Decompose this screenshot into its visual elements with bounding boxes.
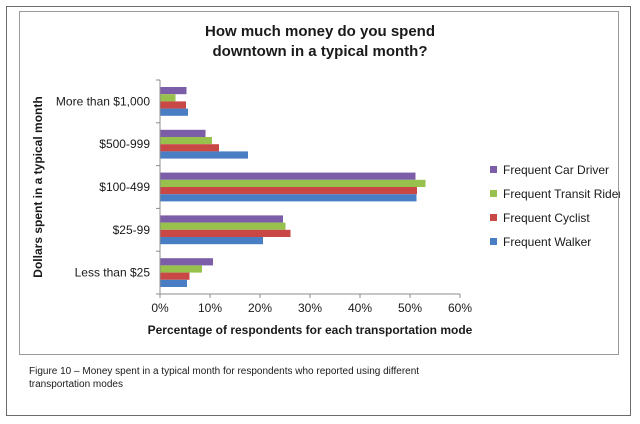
legend-swatch xyxy=(490,190,497,197)
legend-swatch xyxy=(490,214,497,221)
bar xyxy=(160,144,219,152)
category-label: More than $1,000 xyxy=(56,94,150,108)
y-axis-title: Dollars spent in a typical month xyxy=(31,96,45,277)
bar xyxy=(160,179,426,187)
category-label: $100-499 xyxy=(99,180,150,194)
chart-title-line: How much money do you spend xyxy=(205,23,435,40)
x-axis-title: Percentage of respondents for each trans… xyxy=(148,323,473,337)
bar xyxy=(160,94,176,102)
bar xyxy=(160,258,213,266)
bar xyxy=(160,265,202,273)
x-tick-label: 20% xyxy=(248,301,272,315)
category-label: $25-99 xyxy=(113,223,151,237)
legend-swatch xyxy=(490,238,497,245)
bar xyxy=(160,187,417,195)
bar xyxy=(160,272,190,280)
figure-frame: How much money do you spend downtown in a… xyxy=(6,6,631,416)
legend-label: Frequent Car Driver xyxy=(503,163,609,177)
x-tick-label: 40% xyxy=(348,301,372,315)
x-tick-label: 30% xyxy=(298,301,322,315)
x-tick-label: 50% xyxy=(398,301,422,315)
x-tick-label: 0% xyxy=(151,301,169,315)
bar xyxy=(160,279,187,287)
bar xyxy=(160,237,263,245)
category-label: Less than $25 xyxy=(75,266,151,280)
bar xyxy=(160,194,417,202)
chart-area: How much money do you spend downtown in a… xyxy=(19,11,620,355)
caption-text: – Money spent in a typical month for res… xyxy=(29,366,420,390)
category-label: $500-999 xyxy=(99,137,150,151)
bar xyxy=(160,222,286,230)
x-tick-label: 10% xyxy=(198,301,222,315)
chart-title-line: downtown in a typical month? xyxy=(213,43,428,60)
legend-label: Frequent Cyclist xyxy=(503,211,590,225)
bar xyxy=(160,87,187,95)
figure-caption: Figure 10 – Money spent in a typical mon… xyxy=(29,365,449,391)
bar xyxy=(160,229,291,237)
bar xyxy=(160,129,206,137)
caption-label: Figure 10 xyxy=(29,366,72,377)
x-tick-label: 60% xyxy=(448,301,472,315)
legend-label: Frequent Walker xyxy=(503,235,591,249)
bar xyxy=(160,215,283,223)
bar xyxy=(160,151,248,159)
legend-label: Frequent Transit Rider xyxy=(503,187,620,201)
bar xyxy=(160,108,188,116)
bar xyxy=(160,172,416,180)
bar xyxy=(160,137,212,145)
legend-swatch xyxy=(490,166,497,173)
bar-chart: How much money do you spend downtown in a… xyxy=(31,23,620,337)
bar xyxy=(160,101,186,109)
